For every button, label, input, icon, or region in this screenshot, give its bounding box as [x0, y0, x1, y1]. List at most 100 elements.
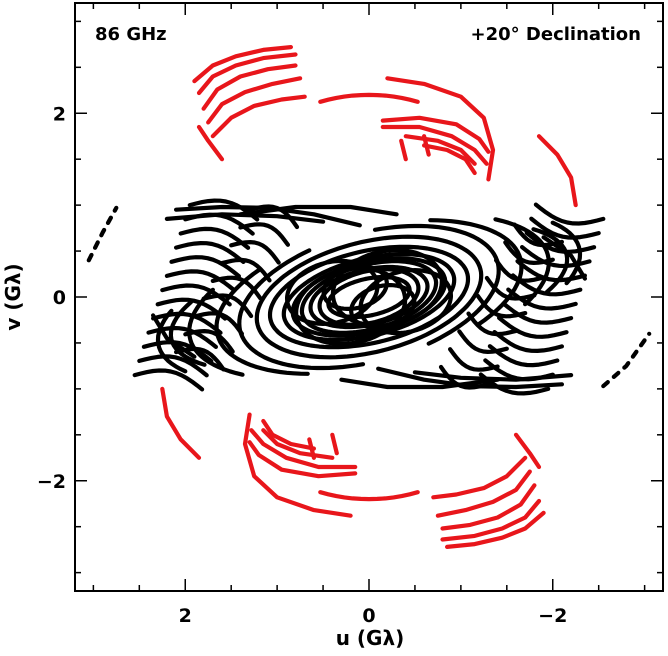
- black-track-35: [178, 226, 251, 250]
- black-track-32: [164, 269, 237, 293]
- x-axis-label: u (Gλ): [336, 626, 405, 650]
- red-track-17: [440, 498, 542, 542]
- black-track-33: [169, 255, 241, 279]
- black-track-18: [214, 268, 310, 376]
- axis-tick-labels: 2 0 −2 2 0 −2: [37, 103, 567, 627]
- black-track-2: [281, 251, 457, 343]
- black-track-23: [550, 220, 583, 286]
- black-track-26: [137, 354, 209, 378]
- black-track-13: [353, 234, 484, 353]
- black-track-54: [201, 293, 254, 319]
- black-track-46: [497, 315, 569, 339]
- black-track-20: [187, 287, 245, 377]
- red-track-14: [536, 134, 578, 208]
- red-track-23: [249, 428, 358, 470]
- red-track-15: [318, 490, 420, 502]
- black-track-38: [533, 202, 606, 226]
- black-track-11: [294, 266, 408, 346]
- black-track-70: [164, 212, 326, 224]
- frequency-annotation: 86 GHz: [95, 24, 167, 45]
- black-track-29: [151, 311, 223, 335]
- black-track-47: [492, 330, 564, 353]
- black-track-39: [529, 216, 601, 240]
- black-track-45: [501, 301, 574, 325]
- red-track-4: [206, 76, 303, 125]
- black-track-53: [192, 311, 244, 336]
- red-track-25: [261, 428, 335, 460]
- red-track-8: [380, 124, 489, 166]
- red-track-2: [196, 52, 298, 96]
- y-tick-label: 0: [53, 287, 66, 309]
- black-track-58: [238, 222, 290, 247]
- red-track-12: [399, 138, 408, 162]
- black-track-8: [358, 268, 453, 336]
- black-track-series: [86, 198, 652, 396]
- black-track-30: [155, 297, 228, 321]
- x-tick-label: 0: [362, 605, 375, 627]
- black-track-78: [601, 331, 652, 389]
- black-track-72: [412, 370, 574, 382]
- black-track-71: [376, 366, 564, 390]
- black-track-63: [484, 275, 537, 301]
- red-track-11: [422, 143, 477, 176]
- black-track-69: [174, 204, 362, 228]
- red-track-0: [318, 92, 420, 104]
- red-track-5: [210, 94, 307, 139]
- red-track-3: [201, 63, 298, 111]
- black-track-76: [151, 313, 197, 359]
- black-track-62: [494, 258, 546, 283]
- black-track-66: [457, 329, 509, 354]
- black-track-43: [510, 273, 583, 297]
- black-track-75: [541, 235, 587, 281]
- black-track-27: [141, 340, 214, 364]
- x-tick-label: −2: [538, 605, 567, 627]
- black-track-24: [155, 308, 188, 374]
- red-track-7: [385, 76, 496, 182]
- black-track-73: [238, 204, 399, 217]
- red-track-22: [242, 412, 353, 518]
- red-track-10: [403, 134, 477, 166]
- black-track-42: [515, 259, 587, 283]
- red-track-26: [261, 418, 316, 451]
- red-track-16: [445, 510, 546, 549]
- red-track-21: [513, 432, 542, 470]
- black-track-64: [475, 293, 528, 319]
- black-track-56: [219, 257, 272, 283]
- black-track-77: [86, 205, 119, 263]
- red-track-19: [435, 469, 532, 518]
- red-track-20: [431, 455, 528, 500]
- red-track-24: [247, 440, 358, 479]
- black-track-52: [183, 329, 235, 354]
- black-track-17: [428, 218, 524, 326]
- black-track-40: [524, 230, 597, 254]
- red-track-18: [440, 483, 537, 531]
- black-track-25: [132, 368, 205, 392]
- y-axis-label: v (Gλ): [1, 263, 25, 330]
- red-track-28: [307, 437, 316, 460]
- black-track-65: [466, 311, 519, 337]
- black-track-67: [448, 347, 500, 372]
- black-track-19: [493, 217, 551, 307]
- black-track-74: [339, 377, 500, 390]
- declination-annotation: +20° Declination: [471, 24, 641, 45]
- red-track-1: [192, 45, 293, 84]
- black-track-12: [330, 248, 444, 328]
- axis-ticks: [75, 3, 663, 591]
- red-track-13: [422, 134, 431, 157]
- red-track-6: [196, 124, 225, 162]
- y-tick-label: 2: [53, 103, 66, 125]
- black-track-48: [487, 344, 560, 368]
- red-track-9: [380, 115, 491, 154]
- red-track-series: [160, 45, 578, 549]
- black-track-61: [503, 240, 555, 265]
- red-track-29: [160, 386, 202, 460]
- y-tick-label: −2: [37, 471, 66, 493]
- red-track-27: [330, 432, 339, 456]
- black-track-57: [229, 240, 281, 265]
- black-track-0: [317, 267, 421, 327]
- x-tick-label: 2: [179, 605, 192, 627]
- black-track-34: [174, 241, 246, 264]
- black-track-55: [210, 275, 263, 301]
- black-track-9: [321, 264, 389, 311]
